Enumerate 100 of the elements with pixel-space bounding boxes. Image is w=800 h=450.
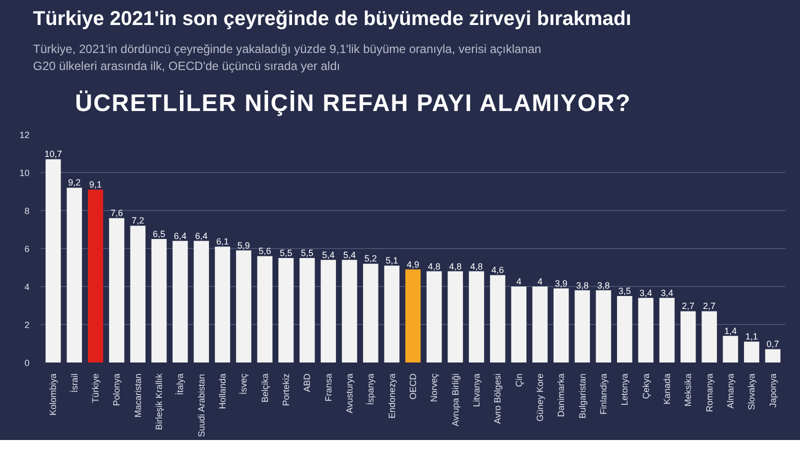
x-tick-label: Macaristan [132, 374, 143, 418]
data-label: 3,9 [554, 278, 568, 288]
data-label: 4 [516, 276, 522, 286]
bar [194, 240, 209, 362]
bar [46, 159, 61, 362]
data-label: 9,2 [68, 178, 81, 188]
data-label: 5,2 [364, 254, 377, 264]
y-tick-label: 4 [24, 282, 30, 292]
data-label: 7,6 [110, 208, 123, 218]
x-tick-label: Çin [514, 373, 524, 388]
x-tick-label: Slovakya [746, 373, 757, 410]
data-label: 4,6 [491, 265, 504, 276]
bar [88, 190, 104, 362]
data-label: 6,4 [195, 230, 208, 241]
bar [702, 311, 717, 362]
bar [596, 290, 612, 362]
x-tick-label: Türkiye [90, 373, 101, 404]
bar [342, 260, 358, 362]
x-tick-label: Romanya [704, 373, 714, 412]
y-tick-label: 6 [24, 244, 30, 254]
data-label: 6,5 [152, 229, 166, 239]
bar [405, 269, 421, 362]
x-tick-label: Danimarka [556, 374, 566, 418]
bar [448, 271, 463, 362]
x-tick-label: Fransa [323, 373, 334, 402]
data-label: 2,7 [703, 301, 716, 312]
data-label: 3,5 [618, 286, 631, 296]
data-label: 6,1 [216, 236, 229, 247]
bar [151, 239, 167, 362]
data-label: 3,8 [576, 280, 589, 290]
bar [236, 250, 252, 362]
bar [172, 240, 188, 362]
data-label: 4,8 [428, 261, 440, 272]
data-label: 2,7 [682, 301, 694, 312]
bar [384, 266, 400, 362]
y-tick-label: 8 [24, 206, 30, 216]
bar [554, 288, 569, 362]
data-label: 9,1 [89, 180, 102, 190]
bar [130, 226, 146, 362]
x-tick-label: İspanya [366, 373, 376, 406]
bar [468, 271, 484, 362]
bar [66, 188, 82, 362]
chart-title: Türkiye 2021'in son çeyreğinde de büyümede zirveyi bırakmadı [33, 7, 632, 32]
x-tick-label: İsrail [69, 373, 80, 392]
y-tick-label: 0 [24, 358, 30, 368]
data-label: 4,9 [406, 259, 420, 270]
bar [680, 311, 696, 362]
data-label: 4,8 [449, 261, 462, 272]
bar [426, 271, 442, 362]
bar [574, 290, 590, 362]
y-tick-label: 12 [19, 130, 30, 140]
x-tick-label: Finlandiya [598, 373, 608, 415]
data-label: 10,7 [44, 149, 62, 160]
data-label: 5,1 [386, 256, 398, 266]
x-tick-label: Avrupa Birliği [450, 374, 460, 426]
data-label: 5,6 [258, 246, 272, 256]
data-label: 6,4 [174, 230, 186, 241]
bar [109, 218, 124, 362]
data-label: 4,8 [470, 261, 483, 272]
y-tick-label: 10 [19, 168, 30, 178]
data-label: 5,5 [300, 248, 314, 258]
data-label: 3,4 [640, 288, 652, 298]
bar [765, 349, 780, 362]
x-tick-label: Kanada [662, 374, 672, 405]
x-tick-label: Güney Kore [534, 373, 545, 422]
bar [278, 258, 294, 362]
x-tick-label: OECD [408, 373, 418, 400]
data-label: 3,4 [660, 288, 674, 298]
bar [257, 256, 272, 362]
x-tick-label: Hollanda [218, 373, 228, 410]
x-tick-label: İtalya [175, 373, 186, 396]
x-tick-label: Avusturya [344, 373, 355, 414]
bar [638, 298, 654, 362]
data-label: 3,8 [597, 280, 610, 290]
bar [744, 342, 760, 362]
bar [659, 298, 675, 362]
x-tick-label: Birleşik Krallık [154, 373, 164, 430]
data-label: 5,4 [343, 250, 356, 260]
y-tick-label: 2 [24, 320, 30, 330]
bar [722, 336, 738, 362]
bar [320, 260, 336, 362]
data-label: 1,1 [745, 332, 758, 342]
data-label: 0,7 [766, 339, 780, 350]
x-tick-label: Kolombiya [48, 373, 58, 416]
x-tick-label: Almanya [725, 374, 736, 409]
bar [490, 275, 506, 362]
x-tick-label: Portekiz [281, 373, 292, 406]
x-tick-label: Endonezya [386, 373, 397, 419]
data-label: 5,9 [237, 240, 250, 250]
x-tick-label: Litvanya [471, 373, 482, 408]
data-label: 4 [537, 276, 542, 286]
x-tick-label: Suudi Arabistan [196, 374, 206, 438]
bar [617, 296, 632, 362]
x-tick-label: Bulgaristan [577, 373, 588, 419]
x-tick-label: Meksika [683, 373, 694, 407]
bar [511, 286, 526, 362]
bar [214, 246, 230, 362]
x-tick-label: Belçika [260, 373, 270, 403]
data-label: 5,4 [322, 250, 335, 260]
x-tick-label: Çekya [640, 373, 651, 400]
